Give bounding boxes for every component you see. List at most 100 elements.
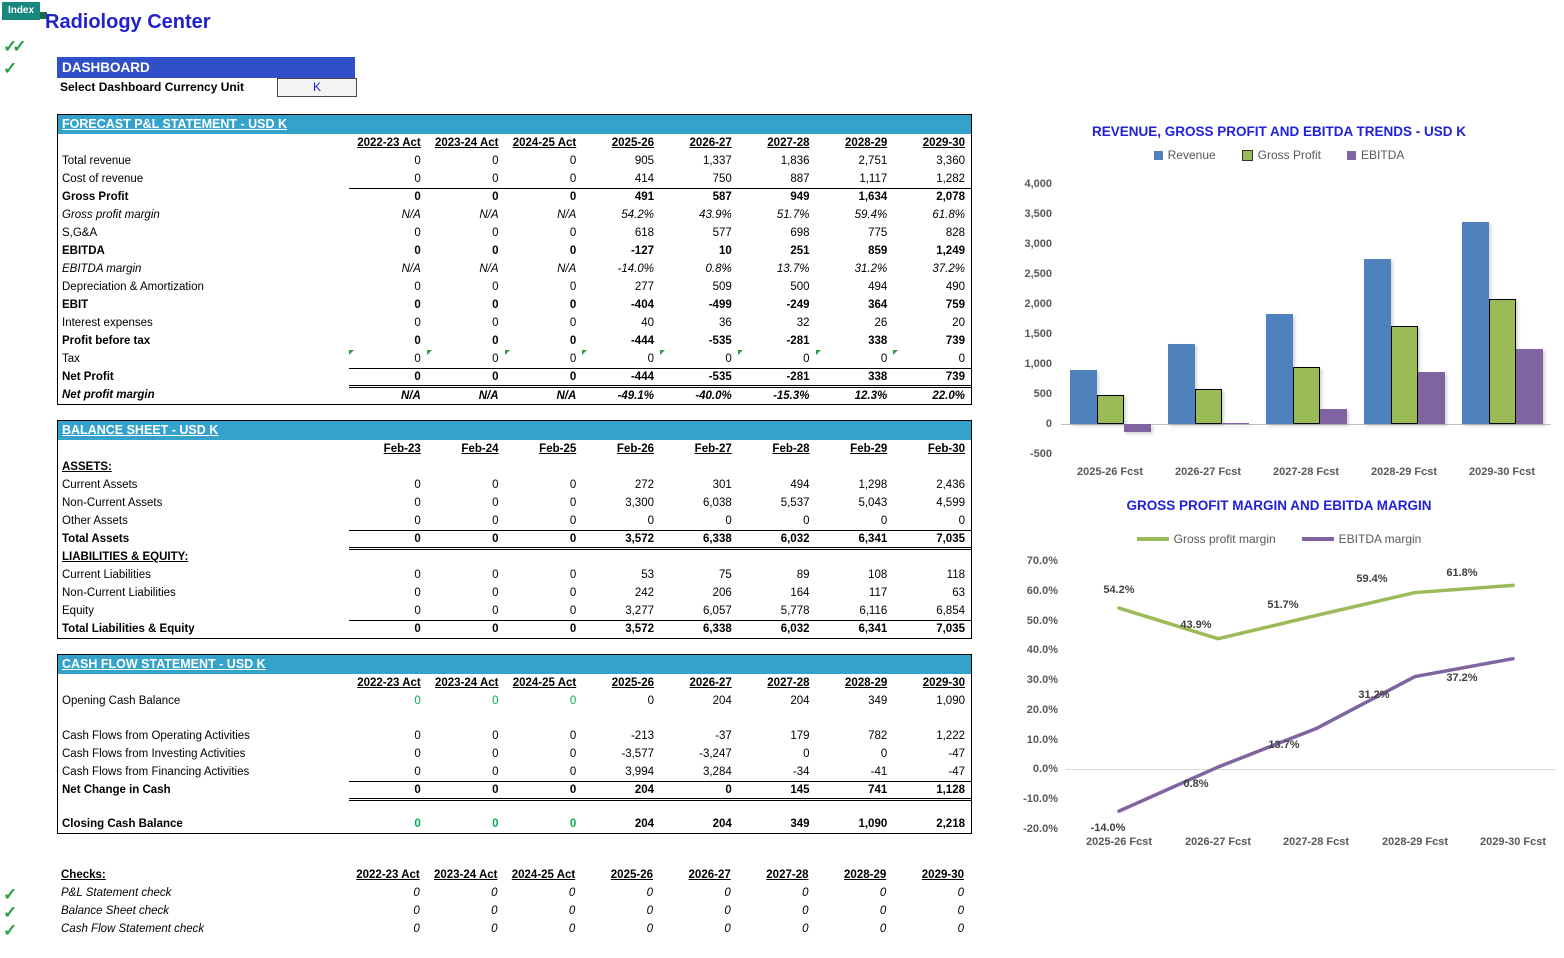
cell[interactable]: 0 [349,602,427,621]
cell[interactable]: 0 [414,587,421,599]
cell[interactable]: 3,360 [936,155,965,167]
row-label[interactable]: EBITDA [62,245,105,257]
cell[interactable]: 277 [634,281,654,293]
cell[interactable]: 5,537 [780,497,810,509]
cell[interactable]: 741 [815,781,894,801]
column-header[interactable]: 2023-24 Act [434,137,499,149]
cell[interactable]: 1,090 [936,695,965,707]
cell[interactable]: 0 [414,497,421,509]
cell[interactable]: 0 [414,623,421,636]
cell[interactable]: 0 [413,923,420,935]
cell[interactable]: 1,090 [858,818,888,830]
cell[interactable]: 0 [504,368,583,388]
column-header[interactable]: 2023-24 Act [433,869,498,881]
cell[interactable]: 206 [712,587,732,599]
cell[interactable]: 1,836 [780,155,810,167]
cell[interactable]: 272 [634,479,654,491]
cell[interactable]: 1,337 [702,155,732,167]
cell[interactable]: -213 [630,730,654,742]
cell[interactable]: 251 [790,245,810,257]
cell[interactable]: 6,032 [780,623,810,636]
cell[interactable]: 204 [712,695,732,707]
column-header[interactable]: 2029-30 [921,869,964,881]
cell[interactable]: 2,751 [858,155,888,167]
cell[interactable]: N/A [401,209,421,221]
cell[interactable]: 0 [349,530,427,550]
row-label[interactable]: Non-Current Liabilities [62,587,176,599]
cell[interactable]: 1,249 [936,245,965,257]
cell[interactable]: 1,222 [936,730,965,742]
cell[interactable]: 0 [569,818,577,830]
column-header[interactable]: 2025-26 [611,137,654,149]
cell[interactable]: 36 [718,317,732,329]
cell[interactable]: 0 [660,781,738,801]
cell[interactable]: 0 [414,227,421,239]
cell[interactable]: 349 [790,818,810,830]
cell[interactable]: 0 [492,730,499,742]
cell[interactable]: 0 [957,905,964,917]
cell[interactable]: 739 [945,335,965,347]
cell[interactable]: 0 [491,923,498,935]
cell[interactable]: 5,778 [737,602,816,621]
cell[interactable]: 0 [492,587,499,599]
cell[interactable]: 179 [790,730,810,742]
column-header[interactable]: 2026-27 [689,677,732,689]
cell[interactable]: 0 [569,497,577,509]
cell[interactable]: 739 [893,368,971,388]
cell[interactable]: 494 [790,479,810,491]
column-header[interactable]: 2022-23 Act [357,677,421,689]
cell[interactable]: N/A [479,209,499,221]
index-tab[interactable]: Index [2,2,40,20]
cell[interactable]: 6,854 [893,602,971,621]
cell[interactable]: 6,338 [702,623,732,636]
cell[interactable]: 0 [569,587,577,599]
cell[interactable]: 0 [893,350,971,369]
cell[interactable] [738,458,816,476]
cell[interactable] [505,458,583,476]
cell[interactable]: 0 [426,530,505,550]
cell[interactable] [349,458,427,476]
cell[interactable] [660,548,738,566]
cell[interactable]: 0 [569,695,577,707]
column-header[interactable]: 2029-30 [922,137,965,149]
column-header[interactable]: 2026-27 [688,869,731,881]
cell[interactable]: 0 [349,368,427,388]
cell[interactable]: 0 [879,887,887,899]
corner-cell[interactable] [58,134,349,152]
row-label[interactable]: Total Liabilities & Equity [62,623,195,635]
cell[interactable]: 0 [492,748,499,760]
blank-cell[interactable] [58,710,971,727]
row-label[interactable]: Cash Flows from Operating Activities [62,730,250,742]
row-label[interactable]: Cash Flows from Investing Activities [62,748,246,760]
cell[interactable]: 828 [945,227,965,239]
cell[interactable]: 0 [414,317,421,329]
cell[interactable]: N/A [557,209,577,221]
cell[interactable]: 20 [952,317,965,329]
cell[interactable]: 0 [815,512,894,531]
cell[interactable]: 164 [790,587,810,599]
column-header[interactable]: Feb-26 [616,443,654,455]
cell[interactable]: -47 [893,763,971,782]
cell[interactable]: 0 [647,695,654,707]
section-header[interactable]: FORECAST P&L STATEMENT - USD K [58,115,971,134]
column-header[interactable]: 2028-29 [844,869,887,881]
cell[interactable]: 0 [646,923,653,935]
cell[interactable]: 3,277 [582,602,660,621]
cell[interactable]: 491 [634,191,654,204]
cell[interactable]: 0 [492,317,499,329]
blank-cell[interactable] [58,799,971,815]
column-header[interactable]: 2028-29 [845,137,888,149]
row-label[interactable]: Net Profit [62,371,114,383]
row-label[interactable]: LIABILITIES & EQUITY: [62,551,189,563]
cell[interactable]: 859 [868,245,888,257]
cell[interactable]: N/A [400,389,421,402]
cell[interactable]: 4,599 [936,497,965,509]
cell[interactable]: 0 [569,299,577,311]
cell[interactable]: 0 [426,368,505,388]
cell[interactable]: 0 [803,748,810,760]
cell[interactable]: 118 [946,569,965,581]
cell[interactable]: 75 [718,569,732,581]
row-label[interactable]: Current Liabilities [62,569,151,581]
row-label[interactable]: Current Assets [62,479,138,491]
cell[interactable]: 0 [504,530,583,550]
